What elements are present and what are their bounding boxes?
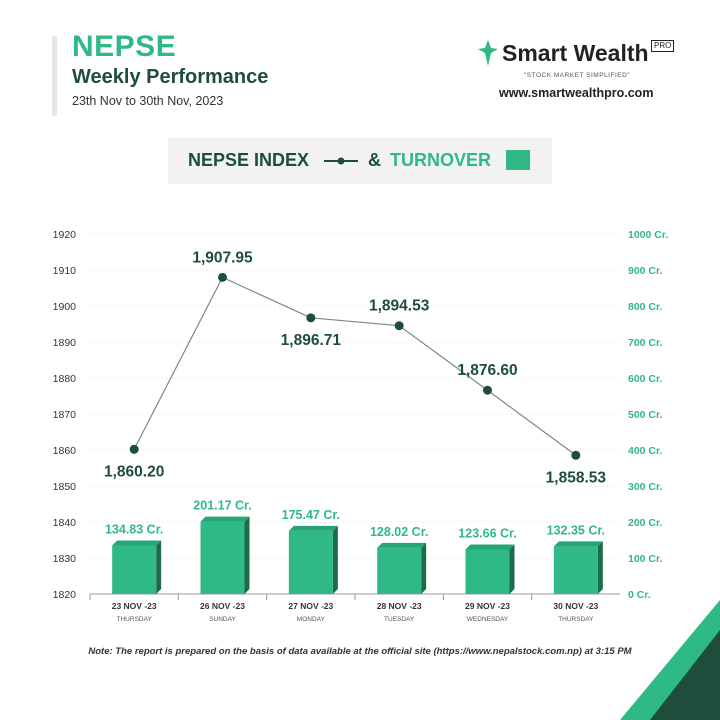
right-axis-tick-label: 400 Cr. xyxy=(628,445,663,457)
turnover-bar-top xyxy=(200,516,250,522)
x-axis-date-label: 23 NOV -23 xyxy=(112,601,157,611)
nepse-index-point xyxy=(218,272,227,282)
turnover-bar-top xyxy=(377,542,427,548)
turnover-bar-side xyxy=(597,541,603,594)
x-axis-date-label: 30 NOV -23 xyxy=(553,601,598,611)
turnover-bar-side xyxy=(332,525,338,594)
nepse-index-label: 1,907.95 xyxy=(192,249,253,266)
brand-logo-icon xyxy=(478,40,498,66)
x-axis-day-label: THURSDAY xyxy=(558,616,594,623)
turnover-bar-label: 128.02 Cr. xyxy=(370,525,428,539)
turnover-bar xyxy=(553,546,598,594)
x-axis-day-label: TUESDAY xyxy=(384,616,415,623)
turnover-bar-side xyxy=(509,544,515,594)
right-axis-tick-label: 600 Cr. xyxy=(628,373,663,385)
brand-pro-badge: PRO xyxy=(651,40,675,52)
legend-ampersand: & xyxy=(368,150,381,170)
page-title: NEPSE xyxy=(72,30,177,63)
x-axis-date-label: 28 NOV -23 xyxy=(377,601,422,611)
nepse-index-label: 1,860.20 xyxy=(104,463,164,480)
x-axis-date-label: 27 NOV -23 xyxy=(288,601,333,611)
chart-legend: NEPSE INDEX & TURNOVER xyxy=(168,138,552,184)
turnover-bar-side xyxy=(421,542,427,594)
x-axis-day-label: THURSDAY xyxy=(117,616,153,623)
legend-bar-swatch xyxy=(506,150,530,170)
nepse-index-point xyxy=(483,385,492,395)
left-axis-tick-label: 1850 xyxy=(53,481,77,493)
x-axis-day-label: WEDNESDAY xyxy=(467,616,509,623)
turnover-bar xyxy=(288,530,333,594)
x-axis-day-label: SUNDAY xyxy=(209,616,236,623)
right-axis-tick-label: 100 Cr. xyxy=(628,553,663,565)
turnover-bar-side xyxy=(244,516,250,594)
x-axis-date-label: 29 NOV -23 xyxy=(465,601,510,611)
nepse-index-label: 1,876.60 xyxy=(457,362,517,379)
left-axis-tick-label: 1830 xyxy=(53,553,77,565)
turnover-bar-top xyxy=(288,525,338,531)
right-axis-tick-label: 300 Cr. xyxy=(628,481,663,493)
footnote: Note: The report is prepared on the basi… xyxy=(88,646,632,657)
turnover-bar-label: 134.83 Cr. xyxy=(105,522,163,536)
left-axis-tick-label: 1820 xyxy=(53,589,77,601)
x-axis-date-label: 26 NOV -23 xyxy=(200,601,245,611)
nepse-index-point xyxy=(129,444,139,454)
legend-index-label: NEPSE INDEX xyxy=(188,150,310,170)
left-axis-tick-label: 1840 xyxy=(53,517,77,529)
x-axis-day-label: MONDAY xyxy=(297,616,326,623)
turnover-bar-label: 175.47 Cr. xyxy=(282,508,340,522)
nepse-index-label: 1,894.53 xyxy=(369,298,430,315)
left-axis-tick-label: 1890 xyxy=(53,337,77,349)
corner-decoration xyxy=(620,600,720,720)
turnover-bar-label: 123.66 Cr. xyxy=(458,526,516,540)
right-axis-tick-label: 500 Cr. xyxy=(628,409,663,421)
turnover-bar-top xyxy=(112,540,162,546)
page-subtitle: Weekly Performance xyxy=(72,66,269,88)
left-axis-tick-label: 1910 xyxy=(53,265,77,277)
right-axis-tick-label: 800 Cr. xyxy=(628,301,663,313)
left-axis-tick-label: 1860 xyxy=(53,445,77,457)
brand-url: www.smartwealthpro.com xyxy=(499,86,654,100)
right-axis-tick-label: 0 Cr. xyxy=(628,589,651,601)
right-axis-tick-label: 200 Cr. xyxy=(628,517,663,529)
left-axis-tick-label: 1880 xyxy=(53,373,77,385)
nepse-index-point xyxy=(306,313,316,323)
turnover-bar xyxy=(377,547,422,594)
nepse-index-point xyxy=(571,450,581,460)
nepse-index-label: 1,858.53 xyxy=(546,469,607,486)
brand-tagline: "STOCK MARKET SIMPLIFIED" xyxy=(524,72,631,79)
turnover-bar-label: 201.17 Cr. xyxy=(193,499,251,513)
left-axis-tick-label: 1900 xyxy=(53,301,77,313)
turnover-bar-top xyxy=(465,544,515,550)
nepse-index-point xyxy=(394,321,404,331)
nepse-index-line xyxy=(133,276,577,456)
legend-line-marker-icon xyxy=(324,157,358,165)
brand-name: Smart Wealth xyxy=(502,40,649,66)
left-axis-tick-label: 1870 xyxy=(53,409,77,421)
date-range: 23th Nov to 30th Nov, 2023 xyxy=(72,94,224,108)
right-axis-tick-label: 700 Cr. xyxy=(628,337,663,349)
turnover-bar-top xyxy=(553,541,603,547)
left-axis-tick-label: 1920 xyxy=(53,229,77,241)
turnover-bar-side xyxy=(156,540,162,594)
right-axis-tick-label: 900 Cr. xyxy=(628,265,663,277)
legend-turnover-label: TURNOVER xyxy=(390,150,492,170)
nepse-index-label: 1,896.71 xyxy=(281,332,342,349)
turnover-bar xyxy=(112,545,157,594)
turnover-bar xyxy=(465,549,510,594)
header-accent-bar xyxy=(52,36,57,116)
right-axis-tick-label: 1000 Cr. xyxy=(628,229,668,241)
turnover-bar xyxy=(200,521,245,594)
turnover-bar-label: 132.35 Cr. xyxy=(547,523,605,537)
